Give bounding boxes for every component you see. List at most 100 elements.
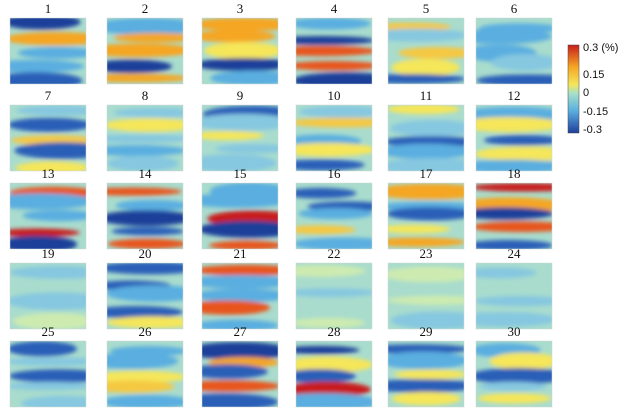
heatmap-field [186,263,298,332]
heatmap-band [291,72,400,89]
heatmap-field [449,18,580,87]
heatmap-band [192,114,293,131]
heatmap-band [287,118,400,128]
heatmap-band [4,32,107,45]
heatmap-field [8,105,112,174]
heatmap-band [269,36,375,45]
heatmap-band [89,380,174,392]
panel-label: 23 [420,246,433,261]
heatmap-band [478,393,552,403]
heatmap-band [456,207,554,219]
heatmap-field [361,341,478,407]
heatmap-bands [85,108,203,171]
heatmap-bands [89,262,203,329]
heatmap-field [368,183,486,249]
heatmap-panel [0,14,107,89]
panel-label: 4 [331,1,338,16]
heatmap-panel [452,263,568,329]
heatmap-panel [186,263,298,332]
heatmap-band [484,135,562,145]
heatmap-panel [357,18,477,84]
heatmap-panel [4,341,108,411]
heatmap-band [489,352,558,369]
heatmap-band [194,265,298,276]
panel-label: 30 [508,324,521,339]
heatmap-field [285,183,395,250]
heatmap-band [188,154,277,172]
heatmap-panel [89,262,203,329]
heatmap-panel [361,341,478,407]
heatmap-field [84,341,190,409]
heatmap-band [113,33,197,43]
heatmap-field [89,262,203,329]
heatmap-band [386,207,474,220]
heatmap-panel [8,105,112,174]
heatmap-band [285,188,357,199]
heatmap-band [283,346,360,354]
panel-label: 7 [45,88,52,103]
panel-label: 17 [420,166,434,181]
heatmap-panel [275,263,375,329]
heatmap-field [264,18,400,90]
heatmap-field [0,14,107,89]
heatmap-band [10,266,109,279]
heatmap-band [85,187,182,195]
heatmap-field [190,18,301,86]
panel-label: 14 [139,166,153,181]
heatmap-band [187,300,271,314]
heatmap-field [379,104,488,175]
heatmap-band [394,369,467,379]
panel-label: 25 [42,324,55,339]
heatmap-bands [6,266,109,330]
heatmap-band [91,60,172,74]
heatmap-band [209,241,284,250]
heatmap-band [83,44,194,58]
heatmap-band [191,30,276,42]
panel-label: 8 [142,88,149,103]
heatmap-band [470,222,573,232]
panel-label: 26 [139,324,153,339]
colorbar-tick-label: -0.15 [583,106,608,118]
heatmap-band [392,392,461,405]
heatmap-bands [81,18,203,82]
heatmap-band [452,312,557,327]
heatmap-field [81,18,203,84]
colorbar-tick-label: 0 [583,87,589,99]
heatmap-bands [382,267,487,330]
heatmap-panel [368,183,486,249]
heatmap-band [190,18,301,31]
heatmap-band [89,135,192,143]
heatmap-bands [449,23,580,86]
heatmap-band [97,262,203,275]
heatmap-band [210,71,296,86]
heatmap-band [7,341,77,356]
heatmap-band [390,120,478,137]
panel-label: 15 [234,166,247,181]
heatmap-band [111,227,184,235]
panel-label: 22 [328,246,341,261]
heatmap-band [92,18,202,35]
heatmap-band [382,267,477,283]
heatmap-field [275,263,375,329]
heatmap-field [469,341,569,407]
heatmap-band [299,106,385,118]
colorbar-scale [568,45,579,133]
heatmap-field [85,183,194,249]
heatmap-band [9,369,108,383]
colorbar-ticks: 0.3 (%)0.150-0.15-0.3 [583,42,618,136]
heatmap-panel [172,341,292,410]
heatmap-field [382,263,487,329]
heatmap-band [81,74,191,83]
panel-label: 6 [511,1,518,16]
panel-label: 16 [328,166,342,181]
heatmap-band [491,54,561,71]
heatmap-band [204,42,283,59]
heatmap-band [178,380,281,391]
heatmap-band [364,379,478,392]
panel-label: 13 [42,166,55,181]
heatmap-panel [188,105,303,172]
heatmap-band [367,29,469,42]
heatmap-band [379,144,473,159]
heatmap-band [391,59,460,76]
